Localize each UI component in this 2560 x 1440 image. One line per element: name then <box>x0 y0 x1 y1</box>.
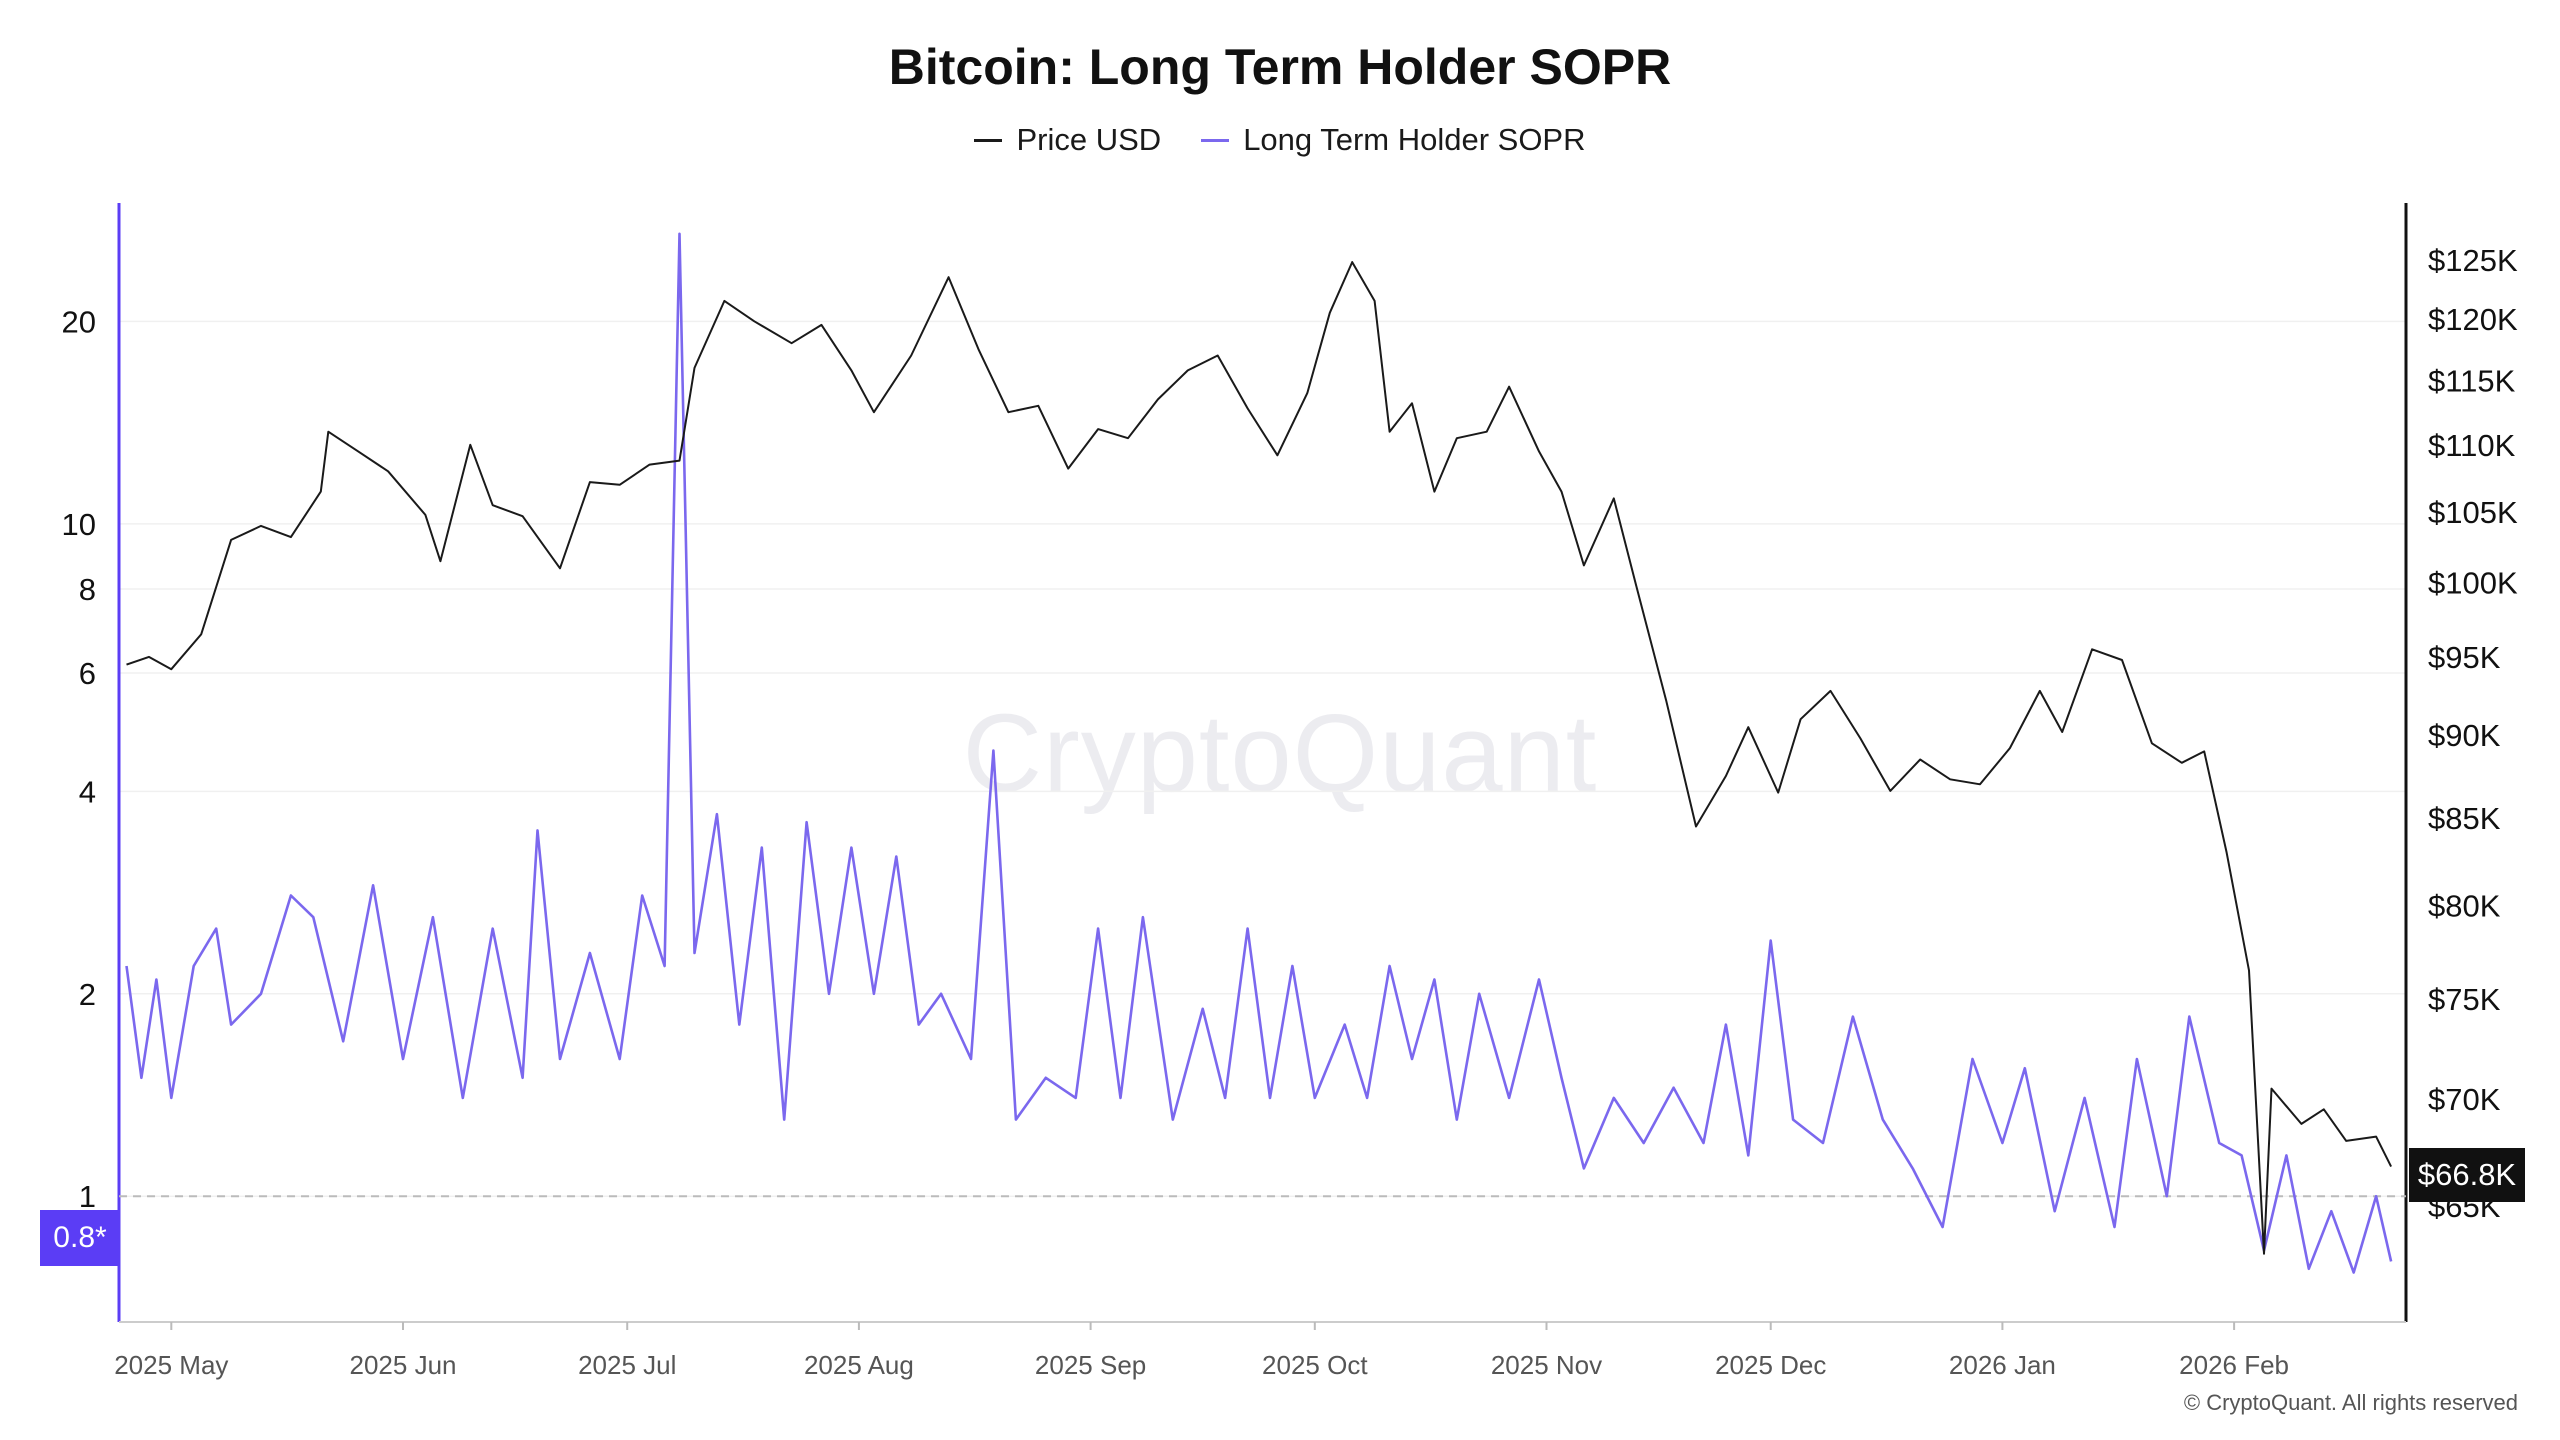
legend-swatch-price <box>974 138 1003 142</box>
x-tick-label: 2025 Jul <box>578 1350 676 1380</box>
x-tick-label: 2026 Feb <box>2179 1350 2289 1380</box>
right-tick-label: $80K <box>2428 889 2501 924</box>
left-tick-label: 1 <box>79 1179 96 1214</box>
current-price-badge: $66.8K <box>2409 1148 2525 1202</box>
left-tick-label: 4 <box>79 774 96 809</box>
x-tick-label: 2025 Dec <box>1715 1350 1826 1380</box>
x-axis-ticks: 2025 May 2025 Jun 2025 Jul 2025 Aug 2025 Sep… <box>114 1322 2289 1380</box>
right-tick-label: $100K <box>2428 566 2518 601</box>
left-tick-label: 10 <box>62 507 96 542</box>
right-tick-label: $120K <box>2428 302 2518 337</box>
gridlines <box>119 320 2406 1197</box>
watermark: CryptoQuant <box>962 692 1598 815</box>
left-tick-label: 20 <box>62 304 96 339</box>
legend: Price USD Long Term Holder SOPR <box>0 122 2560 158</box>
x-tick-label: 2025 May <box>114 1350 228 1380</box>
right-tick-label: $75K <box>2428 982 2501 1017</box>
left-tick-label: 8 <box>79 572 96 607</box>
right-tick-label: $85K <box>2428 801 2501 836</box>
price-series-line <box>126 261 2392 1255</box>
legend-item-sopr[interactable]: Long Term Holder SOPR <box>1201 122 1586 158</box>
left-tick-label: 2 <box>79 977 96 1012</box>
current-sopr-badge: 0.8* <box>40 1210 120 1266</box>
x-tick-label: 2025 Oct <box>1262 1350 1368 1380</box>
left-tick-label: 6 <box>79 656 96 691</box>
copyright-notice: © CryptoQuant. All rights reserved <box>2183 1390 2518 1415</box>
right-tick-label: $110K <box>2428 428 2516 463</box>
right-tick-label: $90K <box>2428 718 2501 753</box>
right-tick-label: $70K <box>2428 1082 2501 1117</box>
sopr-series-line <box>125 232 2393 1274</box>
x-tick-label: 2026 Jan <box>1949 1350 2056 1380</box>
x-tick-label: 2025 Jun <box>350 1350 457 1380</box>
legend-item-price[interactable]: Price USD <box>974 122 1161 158</box>
x-tick-label: 2025 Aug <box>804 1350 914 1380</box>
right-tick-label: $115K <box>2428 363 2516 398</box>
right-axis-ticks: $65K$70K$75K$80K$85K$90K$95K$100K$105K$1… <box>2428 243 2518 1224</box>
legend-label-sopr: Long Term Holder SOPR <box>1243 122 1586 157</box>
x-tick-label: 2025 Nov <box>1491 1350 1602 1380</box>
left-axis-ticks: 1 2 4 6 8 10 20 <box>62 304 96 1214</box>
x-tick-label: 2025 Sep <box>1035 1350 1146 1380</box>
right-tick-label: $105K <box>2428 495 2518 530</box>
right-tick-label: $95K <box>2428 640 2501 675</box>
legend-swatch-sopr <box>1201 138 1230 142</box>
right-tick-label: $125K <box>2428 243 2518 278</box>
chart-title: Bitcoin: Long Term Holder SOPR <box>888 39 1672 95</box>
legend-label-price: Price USD <box>1016 122 1162 157</box>
